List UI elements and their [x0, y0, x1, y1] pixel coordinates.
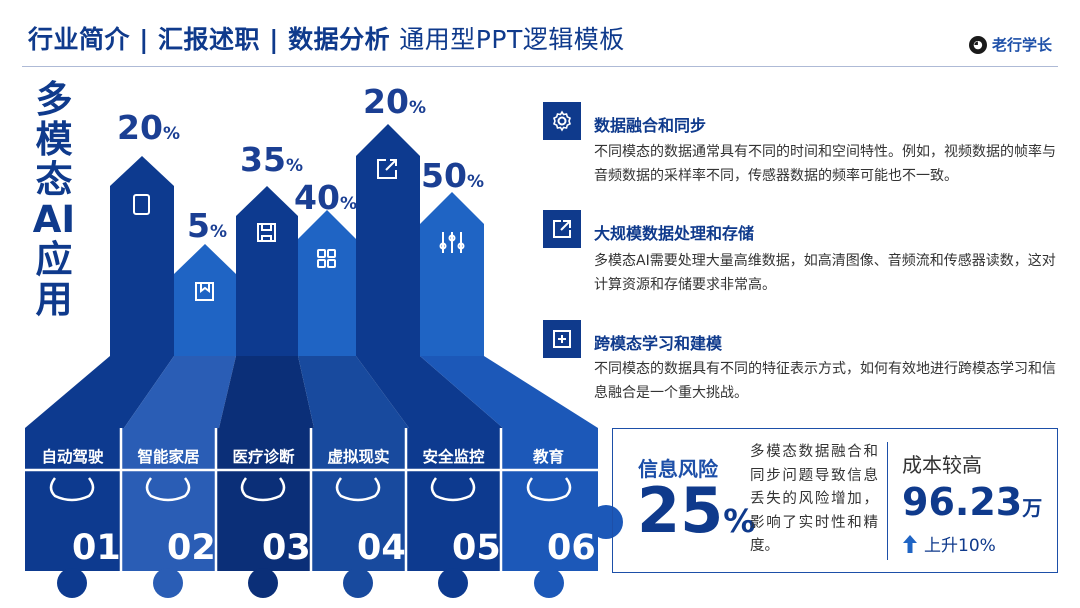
- percent-unit: %: [408, 98, 426, 118]
- puzzle-knob: [438, 568, 468, 598]
- category-label-1: 自动驾驶: [41, 448, 104, 466]
- ramp-3: [219, 356, 314, 428]
- percent-value: 35: [240, 140, 286, 179]
- cost-number: 96.23: [902, 480, 1023, 524]
- puzzle-knob: [534, 568, 564, 598]
- piece-number-5: 05: [452, 528, 501, 568]
- stats-box: [612, 428, 1058, 573]
- category-label-3: 医疗诊断: [232, 448, 295, 466]
- percent-unit: %: [466, 172, 484, 192]
- risk-value: 25%: [637, 476, 755, 556]
- percent-value: 50: [421, 156, 467, 195]
- piece-number-6: 06: [547, 528, 596, 568]
- side-title: 多 模 态 AI 应 用: [28, 80, 80, 320]
- category-label-5: 安全监控: [422, 448, 485, 466]
- gear-icon: [553, 110, 571, 132]
- header-divider: [22, 66, 1058, 67]
- bookmark-icon: [195, 282, 214, 301]
- percent-unit: %: [285, 156, 303, 176]
- brand-name: 老行学长: [991, 36, 1052, 54]
- save-icon: [257, 223, 276, 242]
- percent-label-5: 20%: [363, 82, 426, 121]
- add-box-icon: [553, 330, 571, 348]
- percent-label-6: 50%: [421, 156, 484, 195]
- feature-title-3: 跨模态学习和建模: [594, 334, 723, 353]
- ramp-2: [124, 356, 236, 428]
- percent-label-4: 40%: [294, 178, 357, 217]
- external-link-icon: [553, 220, 571, 238]
- ramp-5: [356, 356, 503, 428]
- side-title-char: 多: [35, 78, 73, 121]
- puzzle-knob: [248, 568, 278, 598]
- puzzle-knob: [57, 568, 87, 598]
- feature-title-2: 大规模数据处理和存储: [594, 224, 755, 243]
- piece-number-4: 04: [357, 528, 406, 568]
- arrow-column-4: [298, 210, 356, 356]
- cost-unit: 万: [1022, 496, 1043, 520]
- percent-label-1: 20%: [117, 108, 180, 147]
- piece-number-1: 01: [72, 528, 121, 568]
- brand-avatar-icon: ◕: [968, 35, 987, 54]
- document-icon: [133, 194, 150, 215]
- percent-unit: %: [209, 222, 228, 242]
- risk-unit: %: [723, 502, 756, 540]
- side-title-char: 用: [35, 278, 73, 321]
- feature-desc-2: 多模态AI需要处理大量高维数据，如高清图像、音频流和传感器读数，这对计算资源和存…: [594, 253, 1056, 293]
- feature-desc-3: 不同模态的数据具有不同的特征表示方式，如何有效地进行跨模态学习和信息融合是一个重…: [594, 361, 1056, 401]
- category-label-4: 虚拟现实: [327, 448, 390, 466]
- page-title: 行业简介 | 汇报述职 | 数据分析 通用型PPT逻辑模板: [28, 20, 625, 56]
- arrow-column-5: [356, 124, 420, 356]
- side-title-char: 应: [35, 238, 73, 281]
- percent-label-3: 35%: [240, 140, 303, 179]
- puzzle-knob: [343, 568, 373, 598]
- share-icon: [377, 159, 397, 179]
- arrow-column-6: [420, 192, 484, 356]
- feature-icon-box-3: [543, 320, 581, 358]
- arrow-column-3: [236, 186, 298, 356]
- cost-change-text: 上升10%: [924, 536, 996, 556]
- brand-logo: ◕ 老行学长: [968, 34, 1052, 55]
- puzzle-knob: [153, 568, 183, 598]
- puzzle-outlines: [25, 428, 598, 571]
- risk-description: 多模态数据融合和同步问题导致信息丢失的风险增加，影响了实时性和精度。: [750, 444, 878, 554]
- category-label-6: 教育: [532, 448, 564, 466]
- percent-value: 40: [294, 178, 340, 217]
- percent-value: 5: [187, 206, 210, 245]
- percent-label-2: 5%: [187, 206, 227, 245]
- grid-icon: [317, 249, 336, 268]
- arrow-up-icon: [903, 534, 917, 553]
- percent-value: 20: [363, 82, 409, 121]
- page-title-main: 行业简介 | 汇报述职 | 数据分析: [28, 25, 391, 54]
- percent-unit: %: [339, 194, 357, 214]
- arrow-column-1: [110, 156, 174, 356]
- page-title-sub: 通用型PPT逻辑模板: [399, 25, 625, 54]
- cost-label: 成本较高: [902, 453, 982, 477]
- ramp-4: [298, 356, 409, 428]
- cost-value: 96.23万: [902, 480, 1042, 524]
- ramp-6: [420, 356, 598, 428]
- side-title-char: AI: [32, 198, 76, 241]
- side-title-char: 态: [35, 158, 73, 201]
- piece-number-3: 03: [262, 528, 311, 568]
- risk-label: 信息风险: [638, 457, 718, 481]
- puzzle-knob: [589, 505, 623, 539]
- ramp-1: [25, 356, 174, 428]
- piece-number-2: 02: [167, 528, 216, 568]
- percent-value: 20: [117, 108, 163, 147]
- category-label-2: 智能家居: [137, 448, 200, 466]
- feature-icon-box-2: [543, 210, 581, 248]
- feature-icon-box-1: [543, 102, 581, 140]
- risk-number: 25: [637, 474, 724, 547]
- stats-divider: [887, 442, 888, 560]
- cost-change: 上升10%: [902, 531, 996, 556]
- side-title-char: 模: [35, 118, 73, 161]
- feature-title-1: 数据融合和同步: [594, 116, 707, 135]
- feature-desc-1: 不同模态的数据通常具有不同的时间和空间特性。例如，视频数据的帧率与音频数据的采样…: [594, 144, 1056, 184]
- percent-unit: %: [162, 124, 180, 144]
- sliders-icon: [439, 232, 465, 253]
